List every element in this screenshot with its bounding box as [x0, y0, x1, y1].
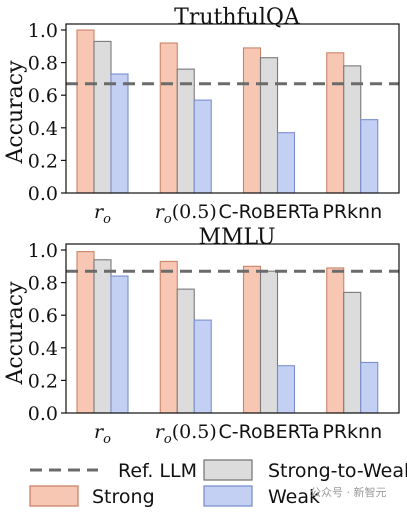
truthfulqa-bar-weak-c-roberta [276, 132, 296, 194]
mmlu-xtick-prknn: PRknn [322, 421, 382, 443]
mmlu-bar-weak-ro [110, 275, 129, 414]
truthfulqa-bar-strong-ro [76, 29, 95, 194]
legend-stw-label: Strong-to-Weak [268, 460, 407, 482]
truthfulqa-ytick-label: 0.4 [28, 118, 58, 140]
mmlu-bar-stw-prknn [343, 291, 362, 414]
legend-strong-label: Strong [92, 486, 155, 508]
mmlu-xtick-ro-05: ro(0.5) [155, 421, 217, 447]
legend-stw-swatch [203, 459, 253, 481]
mmlu-bar-weak-ro-05 [193, 319, 212, 414]
legend-ref-label: Ref. LLM [118, 460, 197, 482]
truthfulqa-ylabel: Accuracy [3, 60, 28, 165]
mmlu-bar-stw-c-roberta [259, 270, 279, 414]
mmlu-bar-weak-prknn [360, 361, 379, 414]
truthfulqa-bar-weak-ro-05 [193, 99, 212, 194]
truthfulqa-bar-strong-c-roberta [242, 47, 262, 194]
mmlu-ytick-label: 1.0 [28, 240, 58, 262]
mmlu-ytick-label: 0.6 [28, 305, 58, 327]
truthfulqa-bar-stw-ro [93, 40, 112, 194]
truthfulqa-bar-weak-prknn [360, 119, 379, 194]
mmlu-bar-weak-c-roberta [276, 365, 296, 414]
mmlu-bars [76, 251, 379, 414]
mmlu-bar-strong-ro-05 [159, 260, 178, 414]
truthfulqa-bar-weak-ro [110, 73, 129, 194]
truthfulqa-xtick-ro: ro [94, 201, 111, 227]
mmlu-bar-stw-ro-05 [176, 288, 195, 414]
truthfulqa-bar-stw-ro-05 [176, 68, 195, 194]
mmlu-bar-strong-ro [76, 251, 95, 414]
mmlu-ylabel: Accuracy [3, 281, 28, 386]
mmlu-ytick-label: 0.8 [28, 273, 58, 295]
truthfulqa-bars [76, 29, 379, 194]
truthfulqa-bar-strong-prknn [326, 52, 345, 194]
truthfulqa-xtick-ro-05: ro(0.5) [155, 201, 217, 227]
legend-weak-swatch [203, 485, 253, 507]
truthfulqa-xlabels: ro ro(0.5) C-RoBERTa PRknn [94, 201, 382, 227]
truthfulqa-bar-strong-ro-05 [159, 42, 178, 194]
legend-strong-swatch [29, 485, 79, 507]
truthfulqa-bar-stw-c-roberta [259, 57, 279, 194]
mmlu-panel: MMLU Accuracy 0.0 0.2 0.4 0.6 0.8 1.0 ro ro(0.… [3, 225, 400, 447]
mmlu-xtick-c-roberta: C-RoBERTa [218, 421, 319, 443]
truthfulqa-ytick-label: 0.8 [28, 53, 58, 75]
mmlu-ytick-label: 0.4 [28, 338, 58, 360]
truthfulqa-axes-frame [65, 23, 400, 194]
mmlu-axes-frame [65, 243, 400, 414]
mmlu-bar-stw-ro [93, 259, 112, 414]
legend-weak-label: Weak [268, 486, 320, 508]
truthfulqa-ytick-label: 0.0 [28, 183, 58, 205]
mmlu-xtick-ro: ro [94, 421, 111, 447]
truthfulqa-xtick-c-roberta: C-RoBERTa [218, 201, 319, 223]
watermark-text: 公众号 · 新智元 [310, 485, 387, 499]
mmlu-title: MMLU [199, 225, 276, 250]
truthfulqa-ytick-label: 0.6 [28, 85, 58, 107]
mmlu-ytick-label: 0.2 [28, 370, 58, 392]
truthfulqa-ytick-label: 1.0 [28, 20, 58, 42]
mmlu-yticks: 0.0 0.2 0.4 0.6 0.8 1.0 [28, 240, 66, 425]
legend: Ref. LLM Strong Strong-to-Weak Weak [29, 459, 407, 508]
truthfulqa-title: TruthfulQA [174, 5, 301, 30]
truthfulqa-xtick-prknn: PRknn [322, 201, 382, 223]
mmlu-xlabels: ro ro(0.5) C-RoBERTa PRknn [94, 421, 382, 447]
truthfulqa-ytick-label: 0.2 [28, 150, 58, 172]
truthfulqa-panel: TruthfulQA Accuracy 0.0 0.2 0.4 0.6 0.8 1.0 r… [3, 5, 400, 227]
mmlu-ytick-label: 0.0 [28, 403, 58, 425]
truthfulqa-yticks: 0.0 0.2 0.4 0.6 0.8 1.0 [28, 20, 66, 205]
mmlu-bar-strong-c-roberta [242, 265, 262, 414]
mmlu-bar-strong-prknn [326, 267, 345, 414]
